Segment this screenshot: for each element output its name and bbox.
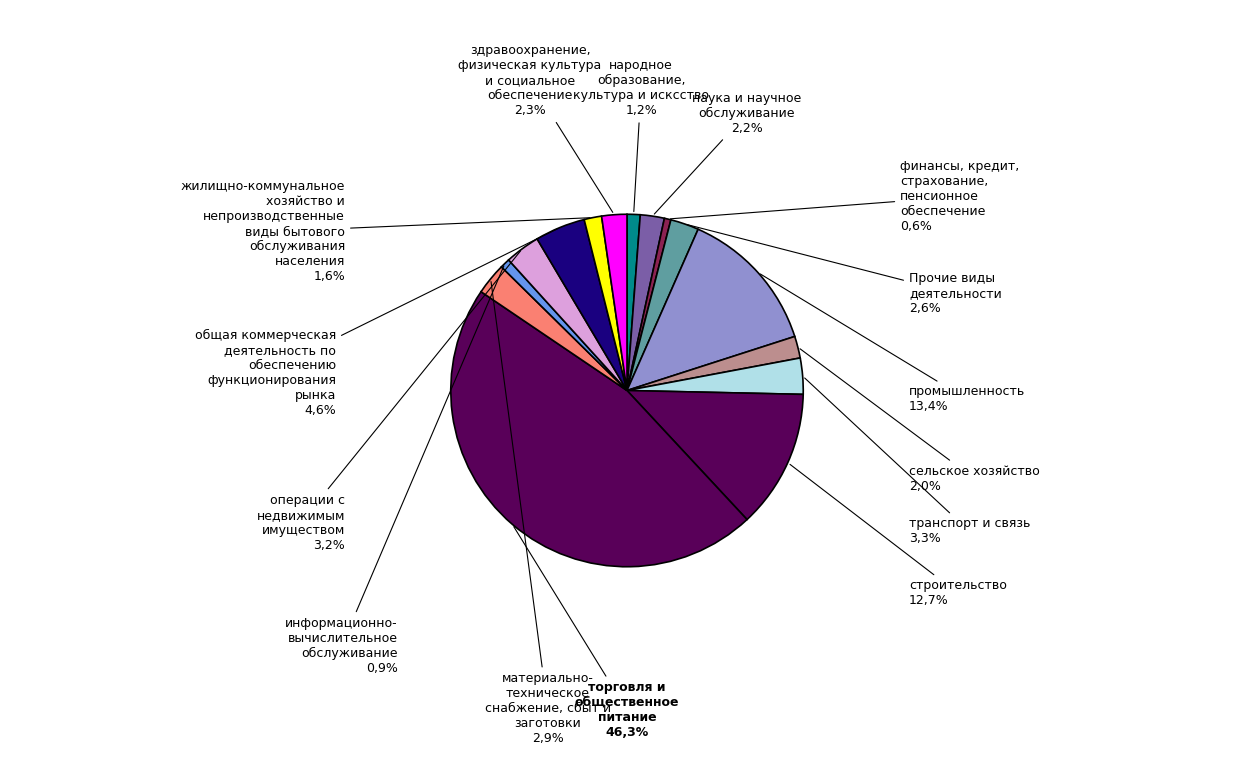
Text: операции с
недвижимым
имуществом
3,2%: операции с недвижимым имуществом 3,2% — [257, 251, 520, 551]
Wedge shape — [627, 358, 804, 394]
Text: общая коммерческая
деятельность по
обеспечению
функционирования
рынка
4,6%: общая коммерческая деятельность по обесп… — [194, 229, 558, 417]
Text: торговля и
общественное
питание
46,3%: торговля и общественное питание 46,3% — [514, 526, 680, 740]
Wedge shape — [502, 260, 627, 390]
Text: наука и научное
обслуживание
2,2%: наука и научное обслуживание 2,2% — [655, 92, 801, 214]
Text: финансы, кредит,
страхование,
пенсионное
обеспечение
0,6%: финансы, кредит, страхование, пенсионное… — [671, 160, 1020, 234]
Text: информационно-
вычислительное
обслуживание
0,9%: информационно- вычислительное обслуживан… — [285, 266, 504, 675]
Text: транспорт и связь
3,3%: транспорт и связь 3,3% — [805, 378, 1031, 545]
Text: здравоохранение,
физическая культура
и социальное
обеспечение
2,3%: здравоохранение, физическая культура и с… — [459, 45, 613, 212]
Text: материально-
техническое
снабжение, сбыт и
заготовки
2,9%: материально- техническое снабжение, сбыт… — [484, 282, 611, 746]
Text: народное
образование,
культура и исксство
1,2%: народное образование, культура и исксств… — [573, 59, 709, 212]
Wedge shape — [602, 214, 627, 390]
Text: строительство
12,7%: строительство 12,7% — [790, 465, 1007, 607]
Wedge shape — [482, 267, 627, 390]
Text: промышленность
13,4%: промышленность 13,4% — [760, 274, 1026, 413]
Wedge shape — [627, 230, 795, 390]
Wedge shape — [627, 214, 641, 390]
Text: Прочие виды
деятельности
2,6%: Прочие виды деятельности 2,6% — [687, 225, 1002, 315]
Text: жилищно-коммунальное
хозяйство и
непроизводственные
виды бытового
обслуживания
н: жилищно-коммунальное хозяйство и непроиз… — [181, 180, 591, 284]
Wedge shape — [450, 292, 747, 567]
Wedge shape — [627, 390, 804, 519]
Wedge shape — [537, 219, 627, 390]
Text: сельское хозяйство
2,0%: сельское хозяйство 2,0% — [800, 349, 1040, 493]
Wedge shape — [627, 337, 800, 390]
Wedge shape — [627, 219, 698, 390]
Wedge shape — [584, 216, 627, 390]
Wedge shape — [509, 239, 627, 390]
Wedge shape — [627, 215, 665, 390]
Wedge shape — [627, 218, 671, 390]
